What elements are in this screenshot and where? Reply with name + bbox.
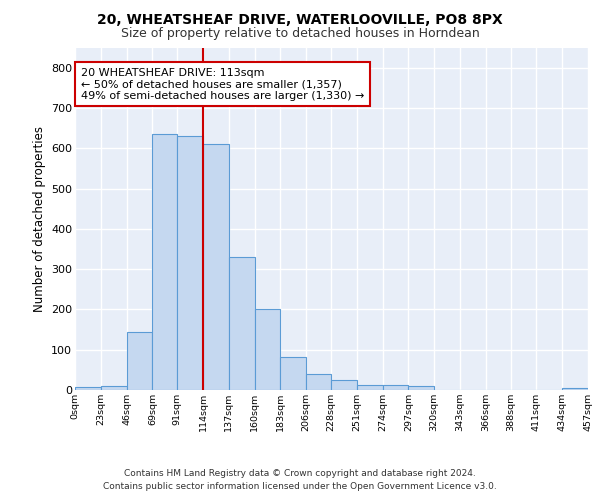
Bar [177,136,203,390]
Bar [562,388,588,390]
Text: Size of property relative to detached houses in Horndean: Size of property relative to detached ho… [121,28,479,40]
Bar [383,385,409,390]
Text: 20, WHEATSHEAF DRIVE, WATERLOOVILLE, PO8 8PX: 20, WHEATSHEAF DRIVE, WATERLOOVILLE, PO8… [97,12,503,26]
Bar [127,332,152,390]
Bar [254,310,280,390]
Bar [357,385,383,390]
Bar [280,356,306,390]
Bar [331,380,357,390]
Bar [306,374,331,390]
Bar [75,387,101,390]
Text: 20 WHEATSHEAF DRIVE: 113sqm
← 50% of detached houses are smaller (1,357)
49% of : 20 WHEATSHEAF DRIVE: 113sqm ← 50% of det… [80,68,364,101]
Bar [101,386,127,390]
Bar [409,386,434,390]
Bar [152,134,177,390]
Bar [229,257,254,390]
Bar [203,144,229,390]
Text: Contains HM Land Registry data © Crown copyright and database right 2024.
Contai: Contains HM Land Registry data © Crown c… [103,470,497,491]
Y-axis label: Number of detached properties: Number of detached properties [32,126,46,312]
